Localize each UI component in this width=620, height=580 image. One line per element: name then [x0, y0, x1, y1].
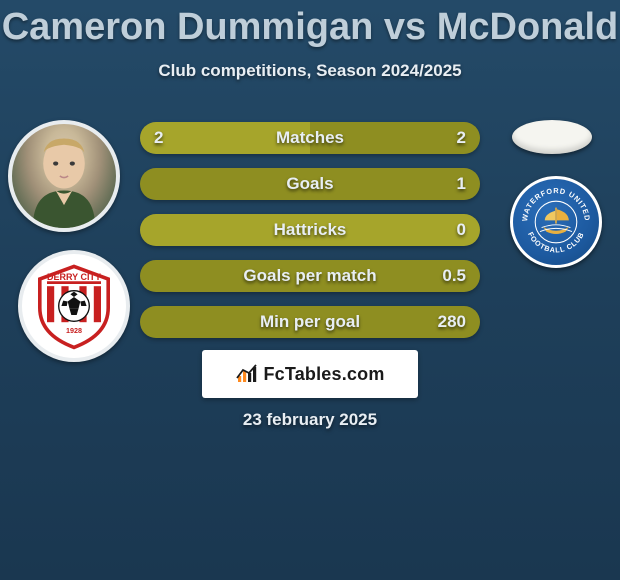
player-photo-right: [512, 120, 592, 154]
date-label: 23 february 2025: [0, 410, 620, 430]
stat-label: Min per goal: [140, 306, 480, 338]
stat-value-right: 0.5: [442, 260, 466, 292]
stats-bars: Matches2 2 Goals1 Hattricks0 Goals per match…: [140, 122, 480, 352]
stat-label: Goals per match: [140, 260, 480, 292]
stat-value-left: 2: [154, 122, 163, 154]
stat-value-right: 0: [457, 214, 466, 246]
club-badge-left: DERRY CITY 1928: [18, 250, 130, 362]
club-badge-right: WATERFORD UNITED FOOTBALL CLUB: [510, 176, 602, 268]
stat-bar: Matches2 2: [140, 122, 480, 154]
stat-bar: Goals1: [140, 168, 480, 200]
stat-bar: Hattricks0: [140, 214, 480, 246]
bar-chart-icon: [235, 362, 259, 386]
svg-text:DERRY CITY: DERRY CITY: [47, 272, 101, 282]
stat-bar: Min per goal280: [140, 306, 480, 338]
page-subtitle: Club competitions, Season 2024/2025: [0, 61, 620, 81]
stat-label: Hattricks: [140, 214, 480, 246]
fctables-badge[interactable]: FcTables.com: [202, 350, 418, 398]
stat-label: Matches: [140, 122, 480, 154]
player-photo-left: [8, 120, 120, 232]
stat-bar: Goals per match0.5: [140, 260, 480, 292]
fctables-label: FcTables.com: [263, 364, 384, 385]
stat-value-right: 1: [457, 168, 466, 200]
stat-label: Goals: [140, 168, 480, 200]
svg-text:1928: 1928: [66, 326, 82, 335]
stat-value-right: 280: [438, 306, 466, 338]
page-title: Cameron Dummigan vs McDonald: [0, 0, 620, 49]
stat-value-right: 2: [457, 122, 466, 154]
